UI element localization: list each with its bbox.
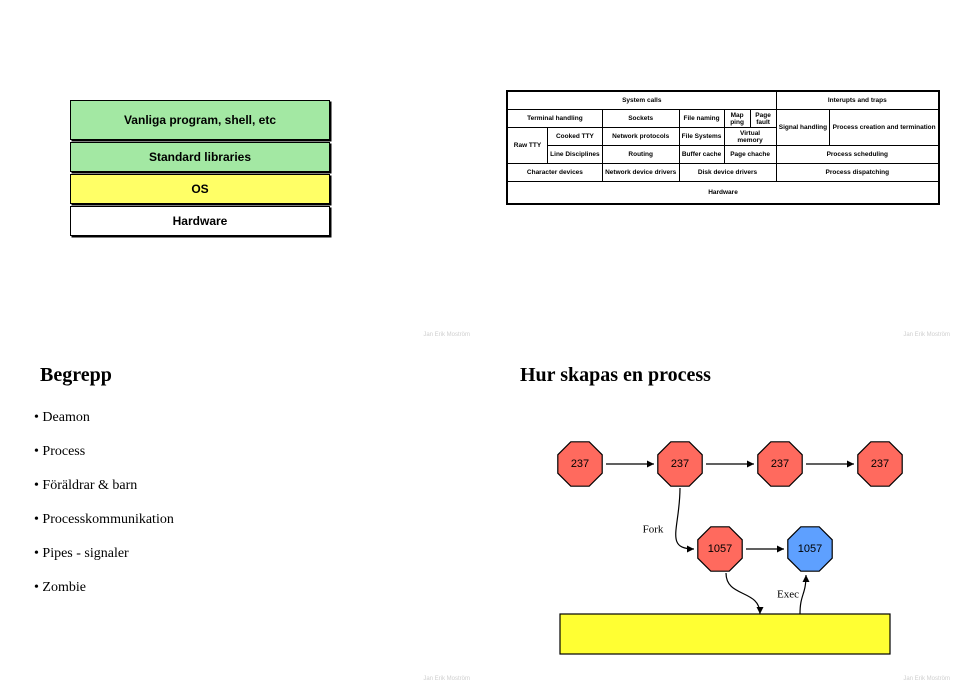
cell-pagecache: Page chache (724, 146, 776, 164)
os-structure-grid: System calls Interupts and traps Termina… (506, 90, 940, 205)
cell-netdrv: Network device drivers (602, 164, 679, 182)
procdiag-title: Hur skapas en process (520, 364, 711, 387)
list-item: Zombie (34, 580, 174, 596)
svg-text:Exec: Exec (777, 589, 799, 601)
svg-text:Fork: Fork (643, 524, 664, 536)
slide-process-diagram: Hur skapas en process 237 237 237 237 Fork 10… (480, 344, 960, 688)
list-item: Process (34, 444, 174, 460)
cell-procsched: Process scheduling (776, 146, 938, 164)
cell-mapping: Map ping (724, 110, 750, 128)
stack-row-hardware: Hardware (70, 206, 330, 236)
begrepp-title: Begrepp (40, 364, 112, 387)
cell-rawtty: Raw TTY (508, 128, 548, 164)
svg-text:1057: 1057 (798, 543, 822, 555)
stack-row-stdlib: Standard libraries (70, 142, 330, 172)
stack-row-os: OS (70, 174, 330, 204)
cell-bufcache: Buffer cache (679, 146, 724, 164)
cell-diskdrv: Disk device drivers (679, 164, 776, 182)
svg-text:237: 237 (771, 458, 789, 470)
cell-cooked: Cooked TTY (548, 128, 603, 146)
cell-linedisc: Line Disciplines (548, 146, 603, 164)
footer-credit: Jan Erik Moström (903, 332, 950, 338)
cell-signal: Signal handling (776, 110, 830, 146)
list-item: Deamon (34, 410, 174, 426)
cell-filesys: File Systems (679, 128, 724, 146)
footer-credit: Jan Erik Moström (423, 676, 470, 682)
cell-filenaming: File naming (679, 110, 724, 128)
begrepp-list: Deamon Process Föräldrar & barn Processk… (34, 410, 174, 614)
list-item: Processkommunikation (34, 512, 174, 528)
list-item: Föräldrar & barn (34, 478, 174, 494)
slide-os-grid: System calls Interupts and traps Termina… (480, 0, 960, 344)
cell-virtmem: Virtual memory (724, 128, 776, 146)
svg-text:237: 237 (571, 458, 589, 470)
stack-row-program: Vanliga program, shell, etc (70, 100, 330, 140)
svg-text:237: 237 (671, 458, 689, 470)
cell-pagefault: Page fault (750, 110, 776, 128)
cell-interrupts: Interupts and traps (776, 92, 938, 110)
cell-procdisp: Process dispatching (776, 164, 938, 182)
footer-credit: Jan Erik Moström (423, 332, 470, 338)
cell-sockets: Sockets (602, 110, 679, 128)
slide-begrepp: Begrepp Deamon Process Föräldrar & barn … (0, 344, 480, 688)
list-item: Pipes - signaler (34, 546, 174, 562)
cell-routing: Routing (602, 146, 679, 164)
svg-text:237: 237 (871, 458, 889, 470)
footer-credit: Jan Erik Moström (903, 676, 950, 682)
cell-syscalls: System calls (508, 92, 777, 110)
cell-terminal: Terminal handling (508, 110, 603, 128)
cell-proc-create: Process creation and termination (830, 110, 939, 146)
cell-netproto: Network protocols (602, 128, 679, 146)
process-svg: 237 237 237 237 Fork 1057 1057 Exec (500, 404, 940, 664)
cell-chardev: Character devices (508, 164, 603, 182)
slide-stack: Vanliga program, shell, etc Standard lib… (0, 0, 480, 344)
layer-stack: Vanliga program, shell, etc Standard lib… (70, 100, 330, 238)
svg-text:1057: 1057 (708, 543, 732, 555)
cell-hardware: Hardware (508, 182, 939, 204)
